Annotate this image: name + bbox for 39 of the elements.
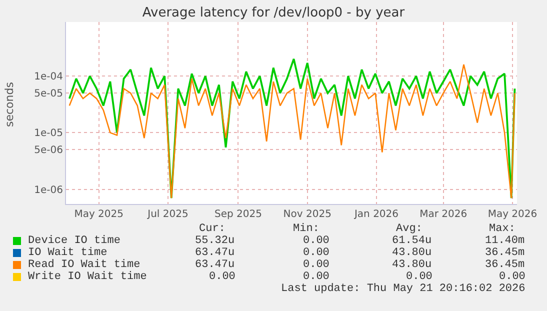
legend-label: IO Wait time — [28, 247, 108, 259]
x-tick-label: May 2026 — [488, 209, 538, 220]
y-tick-label: 5e-06 — [34, 145, 63, 156]
text: 0.00 — [303, 259, 330, 271]
text: 0.00 — [303, 247, 330, 259]
text: Last update: Thu May 21 20:16:02 2026 — [281, 283, 526, 295]
text: 0.00 — [406, 271, 432, 283]
y-tick-label: 1e-05 — [34, 128, 63, 140]
x-tick-label: Mar 2026 — [420, 209, 468, 220]
text: Cur: — [199, 223, 226, 235]
text: 43.80u — [392, 247, 432, 259]
text: Max: — [489, 223, 516, 235]
text: 11.40m — [485, 235, 526, 247]
y-axis-title: seconds — [3, 82, 16, 127]
text: 61.54u — [392, 235, 432, 247]
y-tick-label: 5e-05 — [34, 88, 63, 100]
x-tick-label: Nov 2025 — [283, 209, 332, 220]
legend-label: Device IO time — [28, 235, 120, 247]
y-tick-label: 1e-04 — [34, 72, 63, 83]
x-tick-label: Jan 2026 — [353, 209, 399, 220]
legend-label: Read IO Wait time — [28, 259, 140, 271]
chart-title: Average latency for /dev/loop0 - by year — [142, 6, 406, 21]
text: 55.32u — [195, 235, 235, 247]
text: 0.00 — [303, 271, 330, 283]
legend-label: Write IO Wait time — [28, 271, 147, 283]
text: 0.00 — [499, 271, 526, 283]
text: 0.00 — [209, 271, 236, 283]
text: 36.45m — [485, 247, 526, 259]
x-tick-label: Sep 2025 — [214, 209, 262, 220]
text: 0.00 — [303, 235, 330, 247]
y-tick-label: 1e-06 — [34, 184, 63, 196]
text: 36.45m — [485, 259, 526, 271]
text: Avg: — [396, 223, 422, 235]
x-tick-label: Jul 2025 — [146, 209, 188, 220]
text: 43.80u — [392, 259, 432, 271]
text: Min: — [293, 223, 320, 235]
x-tick-label: May 2025 — [74, 209, 124, 220]
text: 63.47u — [195, 259, 235, 271]
text: 63.47u — [195, 247, 235, 259]
